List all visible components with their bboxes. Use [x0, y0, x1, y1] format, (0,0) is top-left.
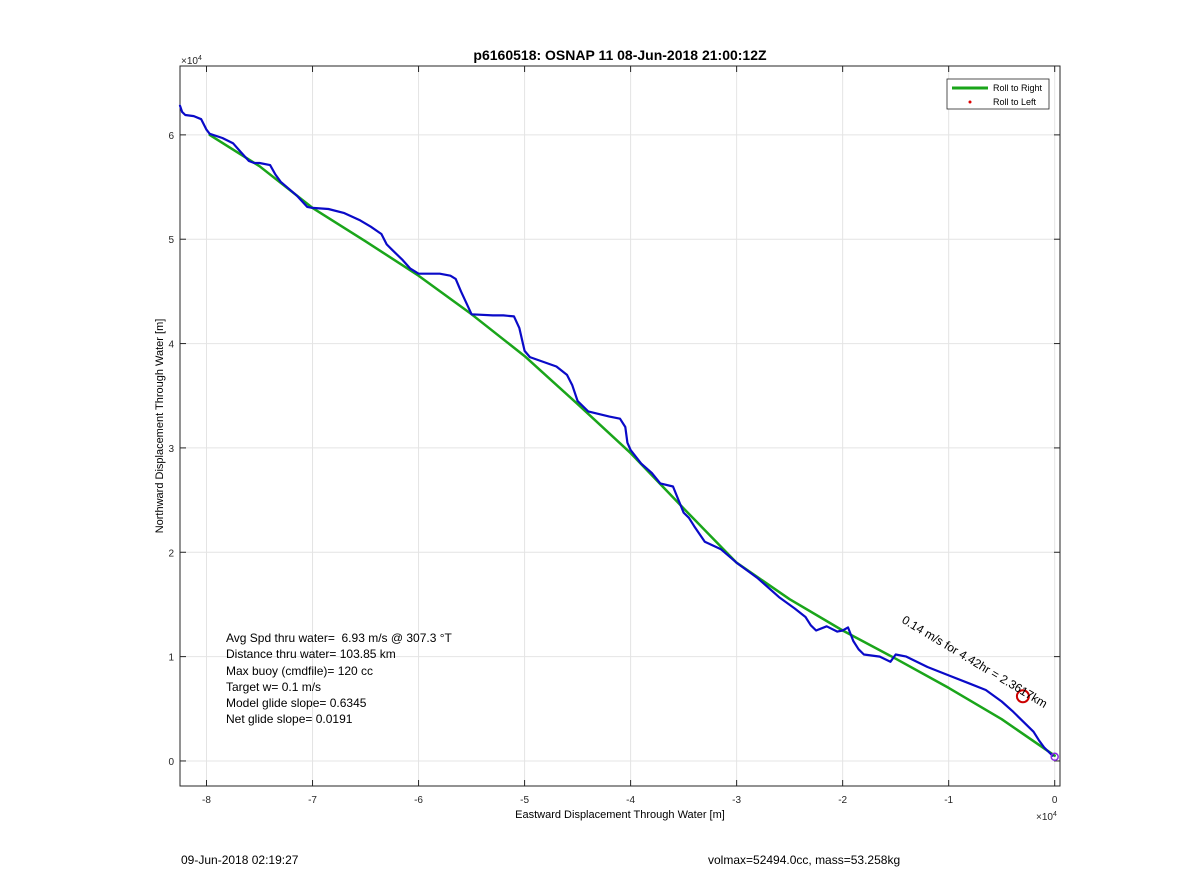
stat-avg-speed: Avg Spd thru water= 6.93 m/s @ 307.3 °T — [226, 631, 452, 645]
legend-swatch-roll-left — [968, 100, 972, 104]
x-tick-label: -1 — [944, 795, 953, 806]
y-exponent: ×104 — [181, 55, 202, 67]
footer-volmax-mass: volmax=52494.0cc, mass=53.258kg — [708, 853, 901, 867]
chart-title: p6160518: OSNAP 11 08-Jun-2018 21:00:12Z — [473, 47, 767, 63]
x-tick-label: 0 — [1052, 795, 1058, 806]
markers — [1015, 689, 1059, 762]
axes-box — [179, 65, 1061, 787]
x-axis-label: Eastward Displacement Through Water [m] — [515, 809, 725, 821]
ticks: -8 -7 -6 -5 -4 -3 -2 -1 0 0 1 2 3 4 5 6 — [168, 66, 1060, 806]
marker-circle — [1050, 752, 1059, 762]
stat-distance: Distance thru water= 103.85 km — [226, 647, 396, 662]
legend-label-roll-left: Roll to Left — [993, 97, 1037, 107]
legend-box — [946, 78, 1050, 110]
x-tick-label: -6 — [414, 795, 423, 806]
legend: Roll to Right Roll to Left — [946, 78, 1050, 110]
x-tick-label: -2 — [838, 795, 847, 806]
y-axis-label: Northward Displacement Through Water [m] — [154, 319, 166, 534]
grid — [180, 66, 1060, 786]
y-tick-label: 2 — [168, 548, 174, 559]
stat-max-buoy: Max buoy (cmdfile)= 120 cc — [226, 663, 374, 678]
y-tick-label: 1 — [168, 653, 174, 664]
y-tick-label: 5 — [168, 235, 174, 246]
annotations: 0.14 m/s for 4.42hr = 2.3617km — [899, 613, 1049, 711]
stat-target-w: Target w= 0.1 m/s — [226, 679, 322, 694]
marker-circle — [1015, 689, 1030, 704]
x-tick-label: -3 — [732, 795, 741, 806]
series-glider-track-line — [178, 104, 1054, 757]
footer-timestamp: 09-Jun-2018 02:19:27 — [181, 853, 299, 867]
x-exponent: ×104 — [1036, 811, 1057, 823]
legend-label-roll-right: Roll to Right — [993, 83, 1043, 93]
x-tick-label: -8 — [202, 795, 211, 806]
stats-panel: Avg Spd thru water= 6.93 m/s @ 307.3 °T … — [226, 630, 452, 728]
stat-model-glide: Model glide slope= 0.6345 — [226, 696, 367, 711]
x-tick-label: -5 — [520, 795, 529, 806]
series — [178, 104, 1056, 757]
stat-net-glide: Net glide slope= 0.0191 — [226, 712, 353, 727]
x-tick-label: -4 — [626, 795, 635, 806]
series-roll-to-right-line — [208, 133, 1056, 757]
y-tick-label: 6 — [168, 131, 174, 142]
x-tick-label: -7 — [308, 795, 317, 806]
y-tick-label: 0 — [168, 757, 174, 768]
track-annotation: 0.14 m/s for 4.42hr = 2.3617km — [899, 613, 1049, 711]
y-tick-label: 3 — [168, 444, 174, 455]
y-tick-label: 4 — [168, 340, 174, 351]
